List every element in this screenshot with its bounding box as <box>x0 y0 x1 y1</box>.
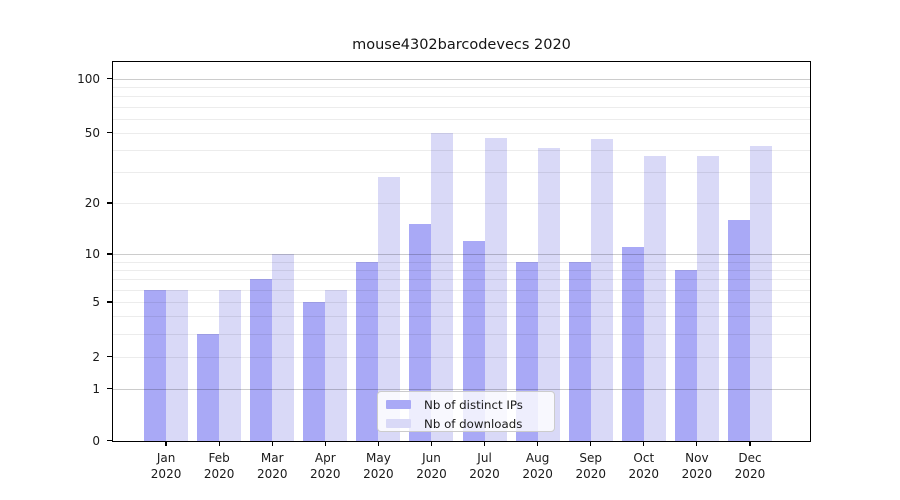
legend-label-distinct-ips: Nb of distinct IPs <box>424 397 523 412</box>
x-axis-tick-label: Sep 2020 <box>575 450 606 482</box>
x-axis-tick-label: Aug 2020 <box>522 450 553 482</box>
y-axis-tick-label: 50 <box>84 125 100 140</box>
gridline-70 <box>113 106 810 108</box>
gridline-80 <box>113 96 810 98</box>
y-axis-tick-label: 20 <box>84 195 100 210</box>
bar-distinct-ips <box>197 334 220 441</box>
x-axis-tick-label: May 2020 <box>363 450 394 482</box>
y-tick-mark <box>106 439 113 442</box>
legend-row-downloads: Nb of downloads <box>386 416 554 431</box>
gridline-40 <box>113 150 810 152</box>
gridline-50 <box>113 132 810 134</box>
bar-distinct-ips <box>250 279 273 441</box>
bar-distinct-ips <box>674 269 697 441</box>
bar-downloads <box>272 254 295 441</box>
y-tick-mark <box>106 132 113 134</box>
gridline-9 <box>113 261 810 263</box>
gridline-1 <box>113 388 810 390</box>
legend-row-distinct-ips: Nb of distinct IPs <box>386 397 554 412</box>
y-tick-mark <box>106 78 113 80</box>
bar-downloads <box>484 137 507 441</box>
x-tick-mark <box>165 440 167 446</box>
x-tick-mark <box>271 440 273 446</box>
gridline-60 <box>113 118 810 120</box>
bar-downloads <box>325 289 348 441</box>
chart-title: mouse4302barcodevecs 2020 <box>352 37 571 53</box>
y-axis-tick-label: 1 <box>92 381 100 396</box>
bar-downloads <box>643 156 666 441</box>
bar-distinct-ips <box>409 224 432 441</box>
gridline-6 <box>113 289 810 291</box>
bar-distinct-ips <box>568 261 591 441</box>
y-tick-mark <box>106 388 113 390</box>
x-axis-tick-label: Oct 2020 <box>628 450 660 482</box>
x-axis-tick-label: Jan 2020 <box>150 450 182 482</box>
x-axis-tick-label: Jul 2020 <box>469 450 500 482</box>
x-tick-mark <box>590 440 592 446</box>
bar-distinct-ips <box>356 261 379 441</box>
bar-distinct-ips <box>621 247 644 441</box>
y-tick-mark <box>106 253 113 255</box>
x-tick-mark <box>483 440 486 446</box>
gridline-7 <box>113 279 810 281</box>
bar-downloads <box>219 289 242 441</box>
x-tick-mark <box>537 440 539 446</box>
bar-distinct-ips <box>303 301 326 441</box>
x-tick-mark <box>643 440 645 446</box>
gridline-3 <box>113 334 810 335</box>
y-axis-tick-label: 2 <box>92 349 100 364</box>
gridline-30 <box>113 172 810 174</box>
gridline-90 <box>113 87 810 89</box>
x-tick-mark <box>430 440 433 446</box>
x-tick-mark <box>377 440 379 446</box>
x-tick-mark <box>696 440 698 446</box>
y-axis-tick-label: 5 <box>92 294 100 309</box>
bar-downloads <box>590 139 613 441</box>
gridline-5 <box>113 301 810 303</box>
gridline-10 <box>113 254 810 255</box>
y-axis-tick-label: 10 <box>84 247 100 262</box>
bar-distinct-ips <box>462 240 485 441</box>
x-axis-tick-label: Feb 2020 <box>203 450 235 482</box>
x-axis-tick-label: Dec 2020 <box>734 450 766 482</box>
x-tick-mark <box>749 440 751 446</box>
y-axis-tick-label: 0 <box>92 433 100 448</box>
bar-downloads <box>166 289 189 441</box>
x-tick-mark <box>218 440 220 446</box>
y-tick-mark <box>106 202 113 204</box>
legend-swatch-distinct-ips <box>386 399 411 410</box>
legend: Nb of distinct IPs Nb of downloads <box>377 391 555 432</box>
bar-distinct-ips <box>727 219 750 441</box>
gridline-20 <box>113 202 810 204</box>
plot-area <box>112 61 811 442</box>
x-axis-tick-label: Mar 2020 <box>256 450 288 482</box>
gridline-8 <box>113 269 810 271</box>
bar-downloads <box>378 177 401 441</box>
bar-downloads <box>749 146 772 441</box>
gridline-2 <box>113 356 810 358</box>
y-tick-mark <box>106 301 113 303</box>
y-tick-mark <box>106 356 113 358</box>
y-axis-tick-label: 100 <box>77 71 100 86</box>
bar-downloads <box>537 148 560 441</box>
gridline-100 <box>113 78 810 80</box>
legend-swatch-downloads <box>386 418 411 429</box>
x-axis-tick-label: Apr 2020 <box>310 450 341 482</box>
legend-label-downloads: Nb of downloads <box>424 416 523 431</box>
x-axis-tick-label: Jun 2020 <box>416 450 447 482</box>
gridline-4 <box>113 316 810 318</box>
x-tick-mark <box>324 440 326 446</box>
bar-downloads <box>431 132 454 441</box>
bar-downloads <box>696 156 719 441</box>
bar-distinct-ips <box>144 289 167 441</box>
x-axis-tick-label: Nov 2020 <box>681 450 713 482</box>
